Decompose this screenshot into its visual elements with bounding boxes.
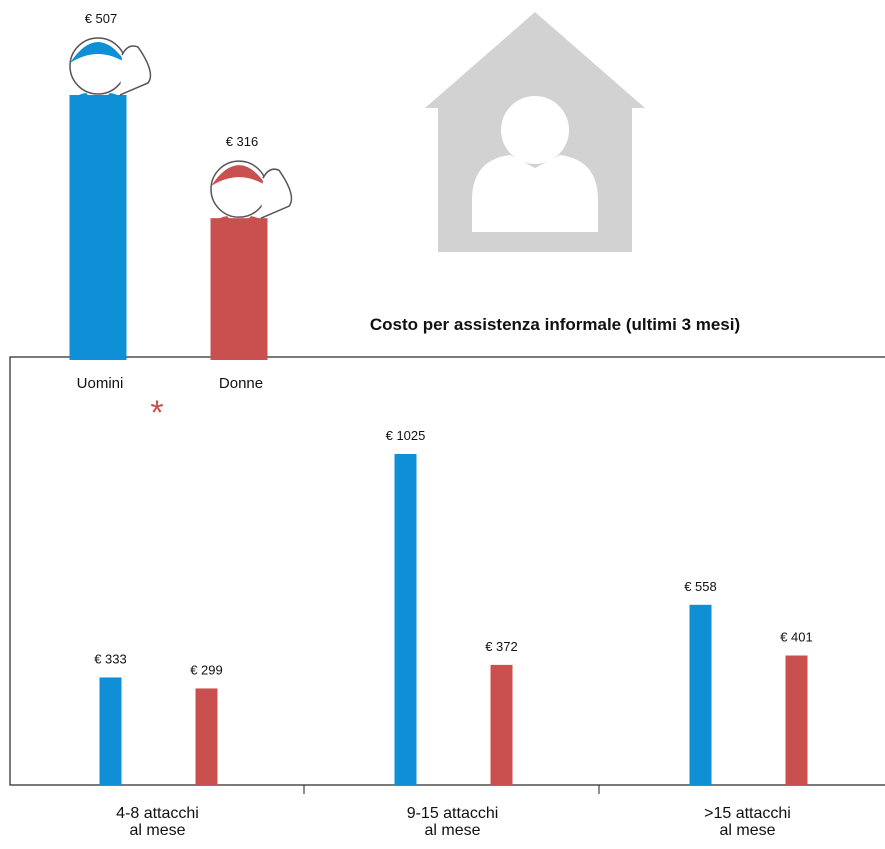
- figure-hair: [211, 165, 267, 187]
- house-icon: [425, 12, 645, 252]
- value-label: € 299: [190, 662, 223, 677]
- bar: [490, 664, 513, 785]
- figure-shoulders: [210, 216, 268, 237]
- bar: [689, 604, 712, 785]
- value-label: € 333: [94, 651, 127, 666]
- bar: [195, 688, 218, 785]
- bar: [785, 655, 808, 785]
- figure-hand: [260, 168, 293, 219]
- x-tick-label: 4-8 attacchi al mese: [116, 805, 199, 839]
- figure-body-bar: [69, 94, 127, 361]
- value-label: € 507: [85, 11, 118, 26]
- bar: [394, 454, 417, 785]
- chart-frame: [9, 356, 885, 786]
- figure-body-bar: [210, 218, 268, 360]
- x-tick-label: >15 attacchi al mese: [704, 805, 791, 839]
- figure-hair: [70, 41, 126, 63]
- category-label: Donne: [219, 375, 263, 392]
- chart-title: Costo per assistenza informale (ultimi 3…: [370, 315, 740, 334]
- x-tick-label: 9-15 attacchi al mese: [406, 805, 499, 839]
- bar: [99, 677, 122, 785]
- value-label: € 1025: [386, 428, 426, 443]
- annotation: *: [150, 394, 163, 432]
- value-label: € 558: [684, 579, 717, 594]
- figure-shoulders: [69, 92, 127, 113]
- figure-hand: [119, 45, 152, 96]
- category-label: Uomini: [77, 375, 124, 392]
- value-label: € 372: [485, 639, 518, 654]
- value-label: € 401: [780, 630, 813, 645]
- value-label: € 316: [226, 134, 259, 149]
